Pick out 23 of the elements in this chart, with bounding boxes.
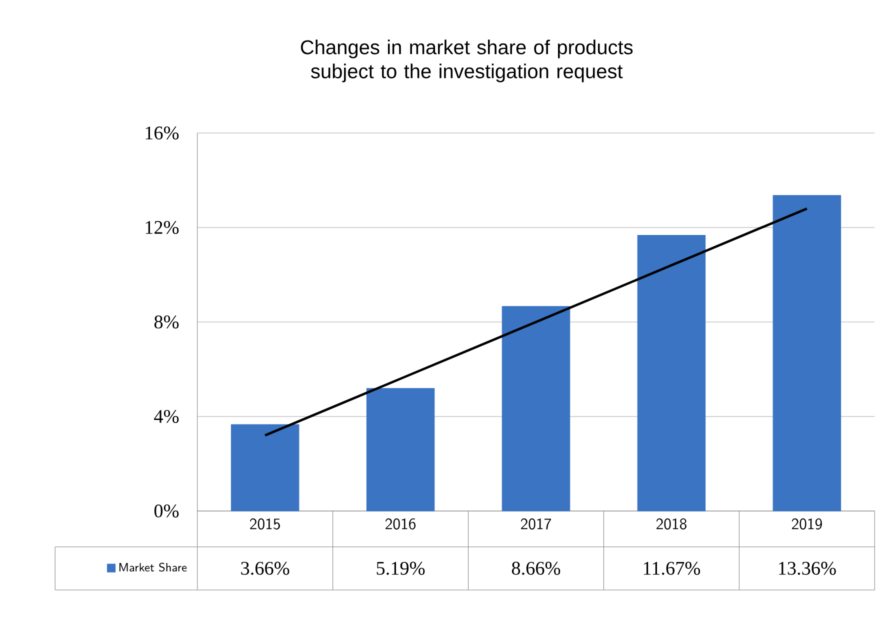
y-tick-label: 8% [154, 315, 179, 328]
x-tick-label: 2018 [656, 518, 686, 530]
bar [230, 424, 300, 512]
data-label: 5.19% [376, 562, 425, 575]
x-tick-label: 2015 [250, 518, 280, 530]
y-tick-label: 0% [154, 504, 179, 518]
bar [502, 306, 570, 512]
data-label: 3.66% [241, 562, 290, 575]
data-label: 8.66% [512, 562, 560, 575]
y-tick-label: 4% [154, 410, 179, 423]
chart-title: Changes in market share of products subject to the investigation request [300, 40, 633, 82]
bar [366, 388, 435, 512]
data-label: 13.36% [779, 562, 836, 575]
legend-label: Market Share [119, 562, 187, 572]
y-tick-label: 16% [146, 126, 179, 140]
x-tick-label: 2017 [520, 518, 552, 530]
x-tick-label: 2019 [792, 518, 822, 530]
line-series [264, 207, 808, 437]
bar [772, 195, 842, 512]
data-label: 11.67% [644, 562, 700, 575]
x-tick-label: 2016 [386, 518, 416, 530]
bar [637, 235, 706, 512]
y-tick-label: 12% [146, 220, 179, 234]
